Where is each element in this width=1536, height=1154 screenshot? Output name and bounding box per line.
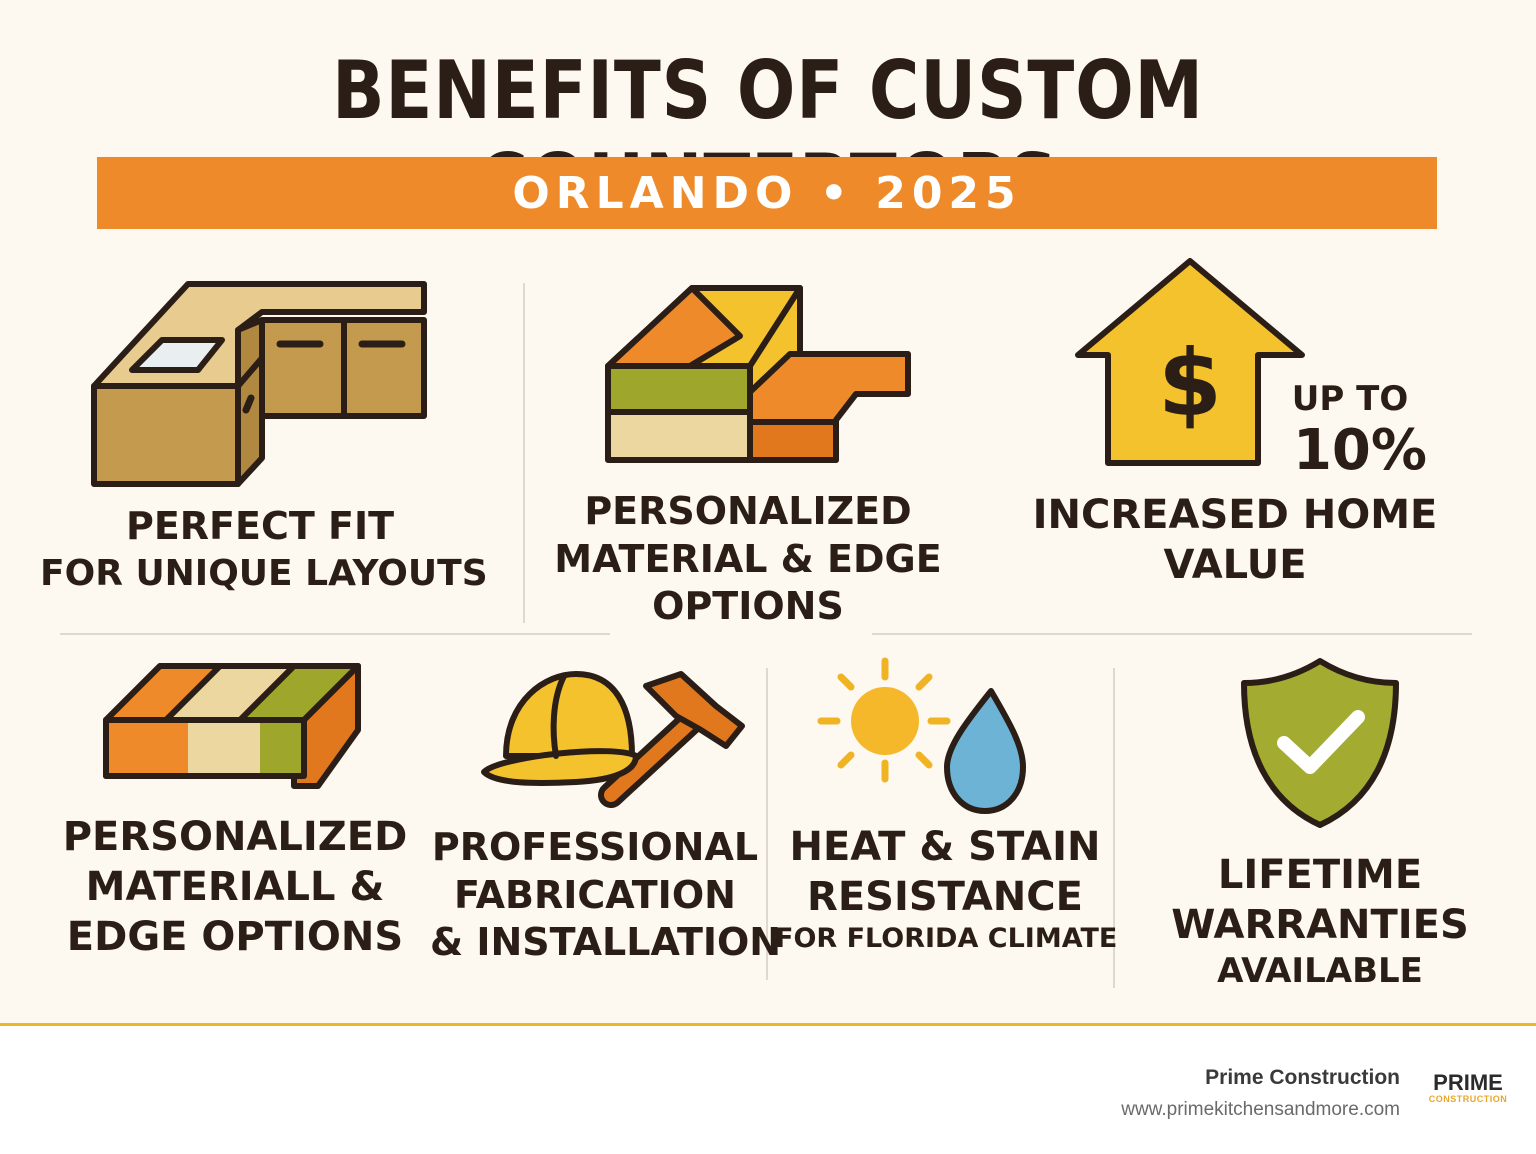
divider-horizontal-right [872, 633, 1472, 635]
divider-bottom-2 [1113, 668, 1115, 988]
benefit-label-personalized-top: PERSONALIZED MATERIAL & EDGE OPTIONS [554, 489, 942, 628]
svg-text:$: $ [1158, 330, 1222, 437]
stat-prefix: UP TO [1291, 379, 1409, 419]
footer-rule [0, 1023, 1536, 1026]
benefit-label-perfect-fit: PERFECT FIT FOR UNIQUE LAYOUTS [40, 504, 488, 594]
logo-word: PRIME [1433, 1070, 1503, 1095]
benefit-label-warranty: LIFETIME WARRANTIES AVAILABLE [1171, 852, 1469, 991]
house-dollar-icon: $ [1075, 258, 1305, 466]
benefit-label-personalized-bottom: PERSONALIZED MATERIALL & EDGE OPTIONS [62, 814, 408, 960]
company-name: Prime Construction [1205, 1066, 1400, 1089]
divider-horizontal-left [60, 633, 610, 635]
sun-water-drop-icon [817, 657, 1026, 814]
stat-value: 10% [1292, 418, 1428, 483]
divider-top-1 [523, 283, 525, 623]
shield-check-icon [1241, 658, 1399, 828]
benefit-label-fabrication: PROFESSIONAL FABRICATION & INSTALLATION [430, 825, 782, 964]
benefit-label-home-value: INCREASED HOME VALUE [1032, 492, 1438, 588]
benefit-label-heat-stain: HEAT & STAIN RESISTANCE FOR FLORIDA CLIM… [775, 824, 1118, 954]
company-logo: PRIME CONSTRUCTION [1428, 1070, 1508, 1105]
stone-slab-icon [605, 285, 911, 463]
footer [0, 1026, 1536, 1154]
hardhat-hammer-icon [481, 671, 745, 808]
kitchen-cabinet-icon [91, 281, 427, 487]
banner-text: ORLANDO • 2025 [512, 167, 1022, 219]
website-link[interactable]: www.primekitchensandmore.com [1121, 1099, 1400, 1120]
logo-subtitle: CONSTRUCTION [1428, 1094, 1508, 1104]
divider-bottom-1 [766, 668, 768, 980]
location-year-banner: ORLANDO • 2025 [97, 157, 1437, 229]
countertop-edge-icon [103, 663, 361, 789]
